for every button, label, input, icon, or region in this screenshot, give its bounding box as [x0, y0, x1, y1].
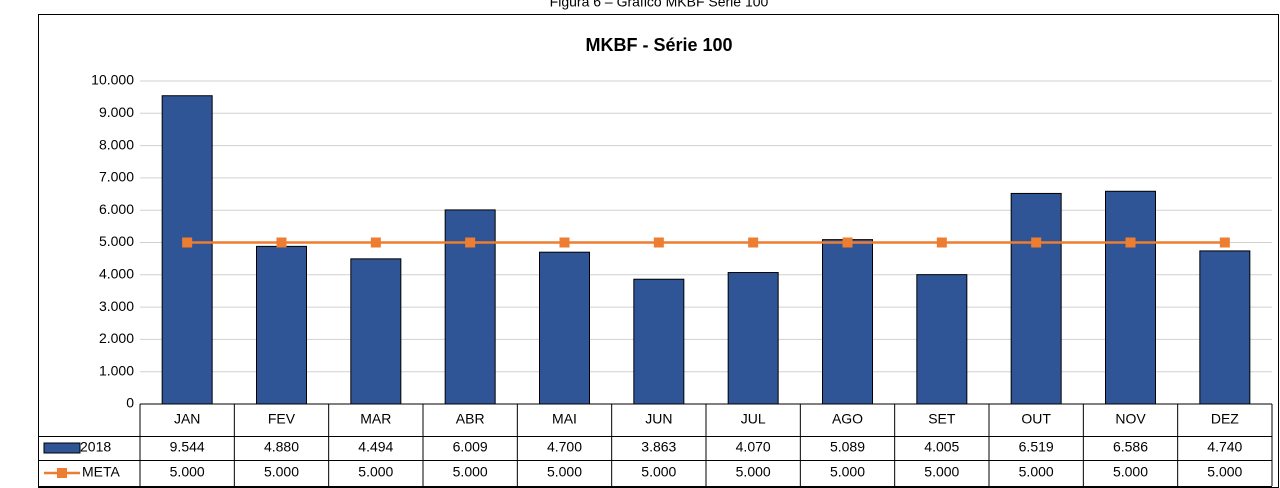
table-value: 6.586	[1113, 439, 1148, 455]
caption: Figura 6 – Gráfico MKBF Série 100	[550, 0, 769, 10]
marker	[465, 237, 476, 248]
table-value: 5.089	[830, 439, 865, 455]
table-value: 4.740	[1207, 439, 1242, 455]
x-tick-label: ABR	[456, 411, 485, 427]
legend-key	[57, 468, 67, 478]
bar	[161, 95, 213, 405]
x-tick-label: DEZ	[1211, 411, 1239, 427]
y-tick-label: 9.000	[99, 104, 134, 120]
table-value: 5.000	[170, 464, 205, 480]
x-tick-label: SET	[928, 411, 956, 427]
table-value: 5.000	[264, 464, 299, 480]
bar	[916, 274, 968, 405]
table-value: 4.494	[358, 439, 393, 455]
table-value: 6.009	[453, 439, 488, 455]
x-tick-label: JUL	[741, 411, 766, 427]
table-value: 5.000	[1019, 464, 1054, 480]
table-value: 5.000	[736, 464, 771, 480]
marker	[653, 237, 664, 248]
chart-title: MKBF - Série 100	[585, 35, 732, 55]
y-tick-label: 1.000	[99, 362, 134, 378]
x-tick-label: AGO	[832, 411, 863, 427]
y-tick-label: 8.000	[99, 136, 134, 152]
x-tick-label: OUT	[1021, 411, 1051, 427]
table-value: 5.000	[1207, 464, 1242, 480]
table-value: 5.000	[358, 464, 393, 480]
legend-key	[43, 442, 81, 454]
bar	[1010, 192, 1062, 405]
y-tick-label: 2.000	[99, 330, 134, 346]
x-tick-label: FEV	[268, 411, 296, 427]
y-tick-label: 6.000	[99, 201, 134, 217]
marker	[1219, 237, 1230, 248]
y-tick-label: 5.000	[99, 233, 134, 249]
x-tick-label: JUN	[645, 411, 672, 427]
y-tick-label: 3.000	[99, 298, 134, 314]
table-value: 3.863	[641, 439, 676, 455]
marker	[842, 237, 853, 248]
x-tick-label: NOV	[1115, 411, 1146, 427]
table-value: 5.000	[1113, 464, 1148, 480]
marker	[276, 237, 287, 248]
x-tick-label: JAN	[174, 411, 200, 427]
marker	[748, 237, 759, 248]
table-value: 9.544	[170, 439, 205, 455]
table-value: 4.700	[547, 439, 582, 455]
bar	[1105, 190, 1156, 405]
legend-label: 2018	[80, 439, 111, 455]
table-value: 5.000	[641, 464, 676, 480]
y-tick-label: 0	[126, 395, 134, 411]
bar	[539, 251, 590, 405]
table-value: 5.000	[547, 464, 582, 480]
bar	[1199, 250, 1251, 405]
x-tick-label: MAI	[552, 411, 577, 427]
table-value: 5.000	[924, 464, 959, 480]
bar	[633, 278, 685, 405]
y-tick-label: 7.000	[99, 169, 134, 185]
y-tick-label: 10.000	[91, 72, 134, 88]
marker	[559, 237, 570, 248]
bar	[256, 245, 307, 405]
x-tick-label: MAR	[360, 411, 391, 427]
marker	[936, 237, 947, 248]
legend-label: META	[82, 464, 121, 480]
bar	[727, 272, 779, 405]
table-value: 5.000	[830, 464, 865, 480]
y-tick-label: 4.000	[99, 266, 134, 282]
marker	[1125, 237, 1136, 248]
bar	[822, 239, 873, 405]
table-value: 4.070	[736, 439, 771, 455]
marker	[370, 237, 381, 248]
marker	[182, 237, 193, 248]
marker	[1031, 237, 1042, 248]
table-value: 6.519	[1019, 439, 1054, 455]
table-value: 5.000	[453, 464, 488, 480]
table-value: 4.005	[924, 439, 959, 455]
table-value: 4.880	[264, 439, 299, 455]
bar	[350, 258, 402, 405]
